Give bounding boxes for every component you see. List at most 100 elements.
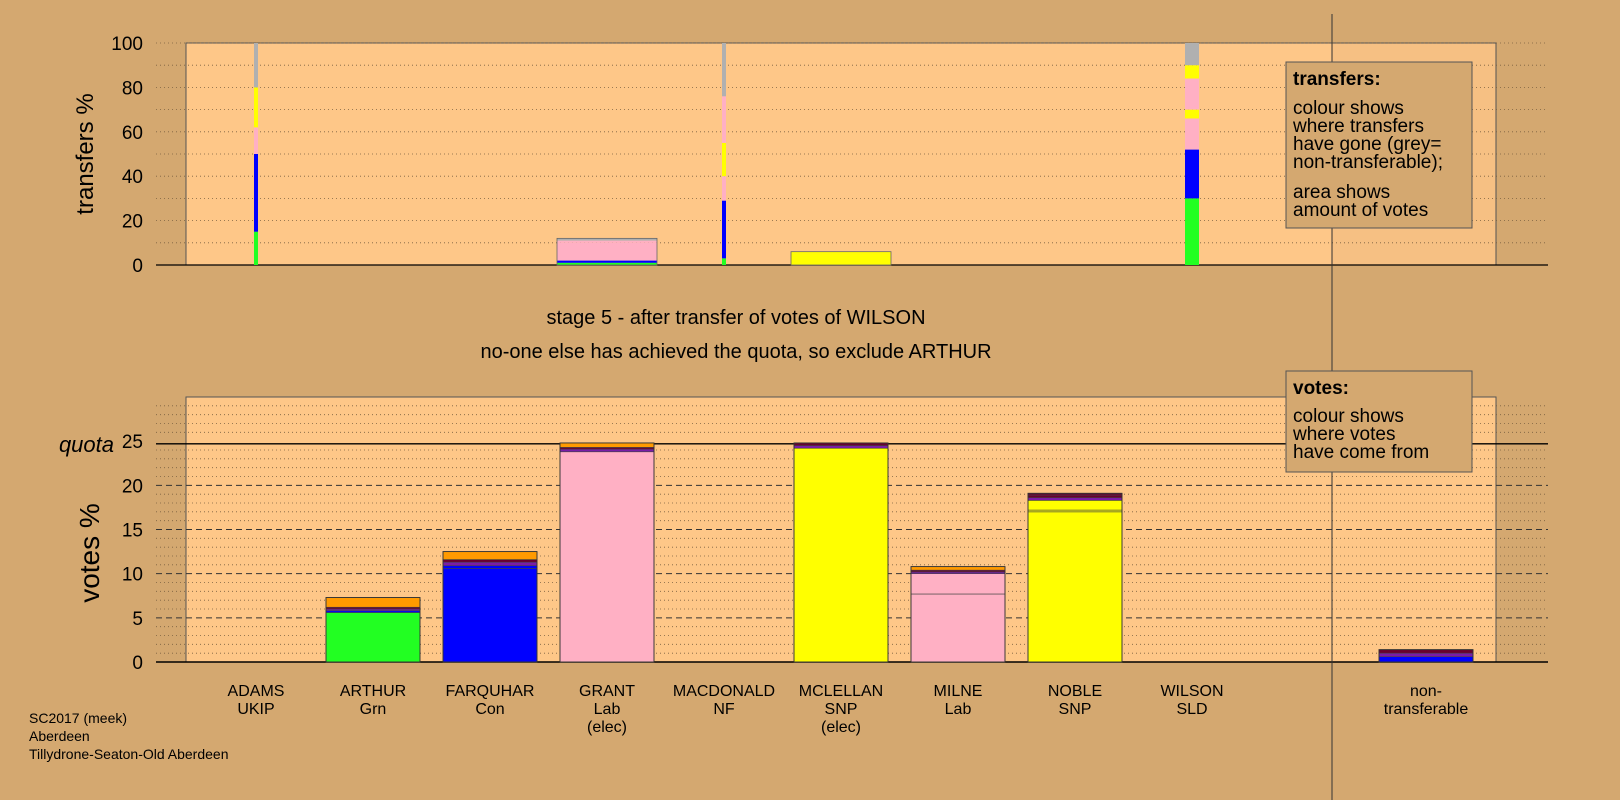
transfer-bar-segment <box>1185 78 1199 110</box>
category-label: ARTHUR <box>340 683 406 700</box>
stage-title: stage 5 - after transfer of votes of WIL… <box>546 307 925 329</box>
vote-bar-segment <box>442 568 538 663</box>
transfers-legend-text: colour shows <box>1293 98 1404 119</box>
vote-bar-segment <box>325 597 421 608</box>
transfer-bar-segment <box>1185 65 1199 79</box>
transfers-legend-text: non-transferable); <box>1293 152 1443 173</box>
category-label: non- <box>1410 683 1442 700</box>
quota-label: quota <box>59 432 114 457</box>
category-label: Lab <box>945 701 972 718</box>
footer-note: SC2017 (meek) Aberdeen Tillydrone-Seaton… <box>29 709 229 763</box>
vote-bar-segment <box>442 565 538 569</box>
vote-bar-outline <box>442 551 538 663</box>
category-label: WILSON <box>1160 683 1223 700</box>
transfer-bar-segment <box>1185 198 1199 265</box>
transfer-bar-segment <box>557 262 657 265</box>
vote-bar-outline <box>910 566 1006 663</box>
transfers-legend-text: amount of votes <box>1293 200 1428 221</box>
transfer-bar-segment <box>791 253 891 265</box>
transfer-bar-segment <box>557 260 657 263</box>
transfer-bar-segment <box>1185 149 1199 199</box>
transfer-bar-outline <box>556 237 658 266</box>
transfer-bar-segment <box>557 238 657 241</box>
category-label: ADAMS <box>228 683 285 700</box>
category-label: UKIP <box>237 701 274 718</box>
transfer-bar-segment <box>722 176 726 201</box>
vote-bar-segment <box>442 559 538 563</box>
vote-bar-segment <box>1027 497 1123 501</box>
category-label: Lab <box>594 701 621 718</box>
votes-tick-label: 15 <box>122 521 143 542</box>
transfer-bar-segment <box>254 231 258 265</box>
transfers-tick-label: 0 <box>132 256 143 277</box>
category-label: SLD <box>1176 701 1207 718</box>
footer-line-2: Aberdeen <box>29 728 90 744</box>
vote-bar-segment <box>1378 652 1474 658</box>
vote-bar-segment <box>1378 656 1474 663</box>
votes-legend-text: colour shows <box>1293 406 1404 427</box>
votes-tick-label: 0 <box>132 653 143 674</box>
transfer-bar-segment <box>722 258 726 265</box>
transfers-tick-label: 80 <box>122 78 143 99</box>
vote-bar-segment <box>910 566 1006 571</box>
category-label: FARQUHAR <box>446 683 535 700</box>
vote-bar-segment <box>910 593 1006 663</box>
vote-bar-segment <box>442 561 538 567</box>
votes-legend-text: have come from <box>1293 442 1429 463</box>
category-label: GRANT <box>579 683 635 700</box>
footer-line-1: SC2017 (meek) <box>29 710 128 726</box>
votes-tick-label: 20 <box>122 476 143 497</box>
transfer-bar-segment <box>722 96 726 143</box>
transfer-bar-segment <box>722 200 726 259</box>
category-label: NOBLE <box>1048 683 1102 700</box>
transfer-bar-segment <box>722 43 726 97</box>
category-label: MILNE <box>934 683 983 700</box>
transfers-legend-title: transfers: <box>1293 69 1381 90</box>
vote-bar-segment <box>1027 500 1123 511</box>
vote-bar-outline <box>559 442 655 663</box>
votes-tick-label: 25 <box>122 432 143 453</box>
category-label: transferable <box>1384 701 1469 718</box>
transfer-bar-segment <box>254 43 258 88</box>
stage-subtitle: no-one else has achieved the quota, so e… <box>480 341 991 363</box>
vote-bar-outline <box>793 442 889 663</box>
vote-bar-segment <box>1027 494 1123 498</box>
vote-bar-outline <box>325 597 421 663</box>
transfer-bar-segment <box>791 251 891 254</box>
category-label: Grn <box>360 701 387 718</box>
transfers-tick-label: 60 <box>122 123 143 144</box>
transfer-bar-segment <box>1185 43 1199 66</box>
vote-bar-segment <box>910 573 1006 595</box>
vote-bar-segment <box>325 612 421 663</box>
transfers-tick-label: 40 <box>122 167 143 188</box>
vote-bar-segment <box>1378 649 1474 654</box>
category-label: Con <box>475 701 504 718</box>
transfers-legend-box <box>1285 61 1473 229</box>
transfer-bar-segment <box>722 142 726 177</box>
transfers-legend-text: area shows <box>1293 182 1390 203</box>
transfers-tick-label: 20 <box>122 212 143 233</box>
transfer-bar-outline <box>790 251 892 266</box>
transfer-bar-segment <box>1185 118 1199 150</box>
transfer-bar-segment <box>254 120 258 128</box>
votes-axis-label: votes % <box>74 503 105 603</box>
vote-bar-segment <box>442 551 538 560</box>
vote-bar-segment <box>559 442 655 448</box>
transfers-axis-label: transfers % <box>72 93 99 214</box>
transfers-tick-label: 100 <box>111 34 143 55</box>
votes-legend-box <box>1285 370 1473 473</box>
transfer-bar-segment <box>557 240 657 243</box>
transfer-bar-segment <box>1185 109 1199 119</box>
votes-legend-title: votes: <box>1293 378 1349 399</box>
transfer-bar-segment <box>254 87 258 121</box>
transfer-bar-segment <box>254 154 258 232</box>
category-label: NF <box>713 701 735 718</box>
footer-line-3: Tillydrone-Seaton-Old Aberdeen <box>29 746 229 762</box>
category-label: (elec) <box>587 719 627 736</box>
vote-bar-segment <box>793 445 889 449</box>
transfer-bar-segment <box>254 127 258 154</box>
votes-tick-label: 10 <box>122 565 143 586</box>
votes-legend-text: where votes <box>1292 424 1395 445</box>
transfers-legend-text: have gone (grey= <box>1293 134 1441 155</box>
